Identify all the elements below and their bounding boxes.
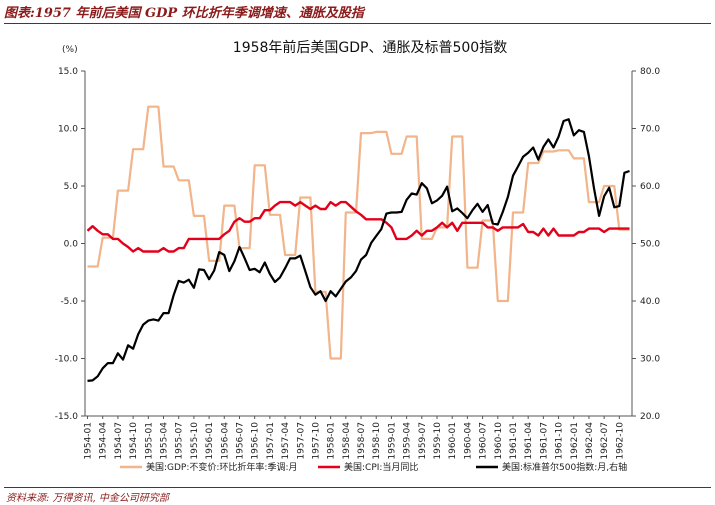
x-tick-label: 1956-04 xyxy=(220,422,230,460)
x-tick-label: 1961-01 xyxy=(509,422,519,460)
figure-header: 图表:1957 年前后美国 GDP 环比折年季调增速、通胀及股指 xyxy=(4,2,711,24)
x-tick-label: 1959-04 xyxy=(403,422,413,460)
x-tick-label: 1959-01 xyxy=(387,422,397,460)
y-right-tick-label: 60.0 xyxy=(640,182,660,192)
y-right-tick-label: 30.0 xyxy=(640,355,660,365)
series-line-0 xyxy=(87,105,630,360)
x-tick-label: 1962-01 xyxy=(570,422,580,460)
x-tick-label: 1958-04 xyxy=(342,422,352,460)
x-tick-label: 1960-10 xyxy=(494,422,504,460)
y-left-tick-label: -15.0 xyxy=(55,412,79,422)
x-tick-label: 1960-07 xyxy=(479,422,489,460)
x-tick-label: 1956-07 xyxy=(235,422,245,460)
x-tick-label: 1957-10 xyxy=(311,422,321,460)
x-tick-label: 1957-01 xyxy=(266,422,276,460)
x-tick-label: 1954-10 xyxy=(129,422,139,460)
x-tick-label: 1955-10 xyxy=(190,422,200,460)
y-axis-left-unit: (%) xyxy=(62,45,78,55)
x-tick-label: 1955-04 xyxy=(160,422,170,460)
figure-source: 资料来源: 万得资讯, 中金公司研究部 xyxy=(6,493,169,504)
footer-rule xyxy=(4,487,711,488)
x-tick-label: 1955-07 xyxy=(175,422,185,460)
y-right-tick-label: 80.0 xyxy=(640,67,660,77)
y-axis-left-ticks: 15.0 10.0 5.0 0.0 -5.0 -10.0 -15.0 xyxy=(55,67,85,422)
chart: 1958年前后美国GDP、通胀及标普500指数 (%) 15.0 10.0 5.0 0… xyxy=(55,39,661,473)
y-left-tick-label: 10.0 xyxy=(58,125,78,135)
figure-header-text: 图表:1957 年前后美国 GDP 环比折年季调增速、通胀及股指 xyxy=(4,6,364,21)
x-tick-label: 1961-07 xyxy=(539,422,549,460)
x-tick-label: 1962-04 xyxy=(585,422,595,460)
x-tick-label: 1954-07 xyxy=(114,422,124,460)
series-layer xyxy=(86,105,630,382)
x-tick-label: 1959-07 xyxy=(418,422,428,460)
y-left-tick-label: -5.0 xyxy=(60,297,78,307)
legend-label-2: 美国:标准普尔500指数:月,右轴 xyxy=(502,461,627,473)
y-left-tick-label: 5.0 xyxy=(64,182,79,192)
y-left-tick-label: 0.0 xyxy=(64,240,79,250)
x-tick-label: 1962-07 xyxy=(600,422,610,460)
x-tick-label: 1958-07 xyxy=(357,422,367,460)
legend: 美国:GDP:不变价:环比折年率:季调:月 美国:CPI:当月同比 美国:标准普尔5… xyxy=(120,461,627,473)
series-line-1 xyxy=(86,200,630,253)
x-tick-label: 1959-10 xyxy=(433,422,443,460)
y-left-tick-label: 15.0 xyxy=(58,67,78,77)
x-tick-label: 1958-01 xyxy=(327,422,337,460)
y-right-tick-label: 70.0 xyxy=(640,125,660,135)
x-tick-label: 1961-10 xyxy=(555,422,565,460)
legend-label-0: 美国:GDP:不变价:环比折年率:季调:月 xyxy=(146,461,298,473)
series-line-2 xyxy=(87,118,630,382)
x-tick-label: 1955-01 xyxy=(144,422,154,460)
y-right-tick-label: 50.0 xyxy=(640,240,660,250)
x-tick-label: 1960-04 xyxy=(463,422,473,460)
x-tick-label: 1954-04 xyxy=(99,422,109,460)
y-left-tick-label: -10.0 xyxy=(55,355,79,365)
legend-label-1: 美国:CPI:当月同比 xyxy=(344,461,418,473)
x-tick-label: 1962-10 xyxy=(615,422,625,460)
x-axis-ticks: 1954-01 1954-04 1954-07 1954-10 1955-01 1955-… xyxy=(84,416,625,460)
x-tick-label: 1957-04 xyxy=(281,422,291,460)
y-right-tick-label: 20.0 xyxy=(640,412,660,422)
header-rule xyxy=(4,23,711,24)
x-tick-label: 1958-10 xyxy=(372,422,382,460)
y-right-tick-label: 40.0 xyxy=(640,297,660,307)
x-tick-label: 1956-01 xyxy=(205,422,215,460)
y-axis-right-ticks: 80.0 70.0 60.0 50.0 40.0 30.0 20.0 xyxy=(632,67,660,422)
x-tick-label: 1956-10 xyxy=(251,422,261,460)
x-tick-label: 1957-07 xyxy=(296,422,306,460)
chart-title: 1958年前后美国GDP、通胀及标普500指数 xyxy=(233,39,507,56)
x-tick-label: 1960-01 xyxy=(448,422,458,460)
x-tick-label: 1954-01 xyxy=(84,422,94,460)
x-tick-label: 1961-04 xyxy=(524,422,534,460)
